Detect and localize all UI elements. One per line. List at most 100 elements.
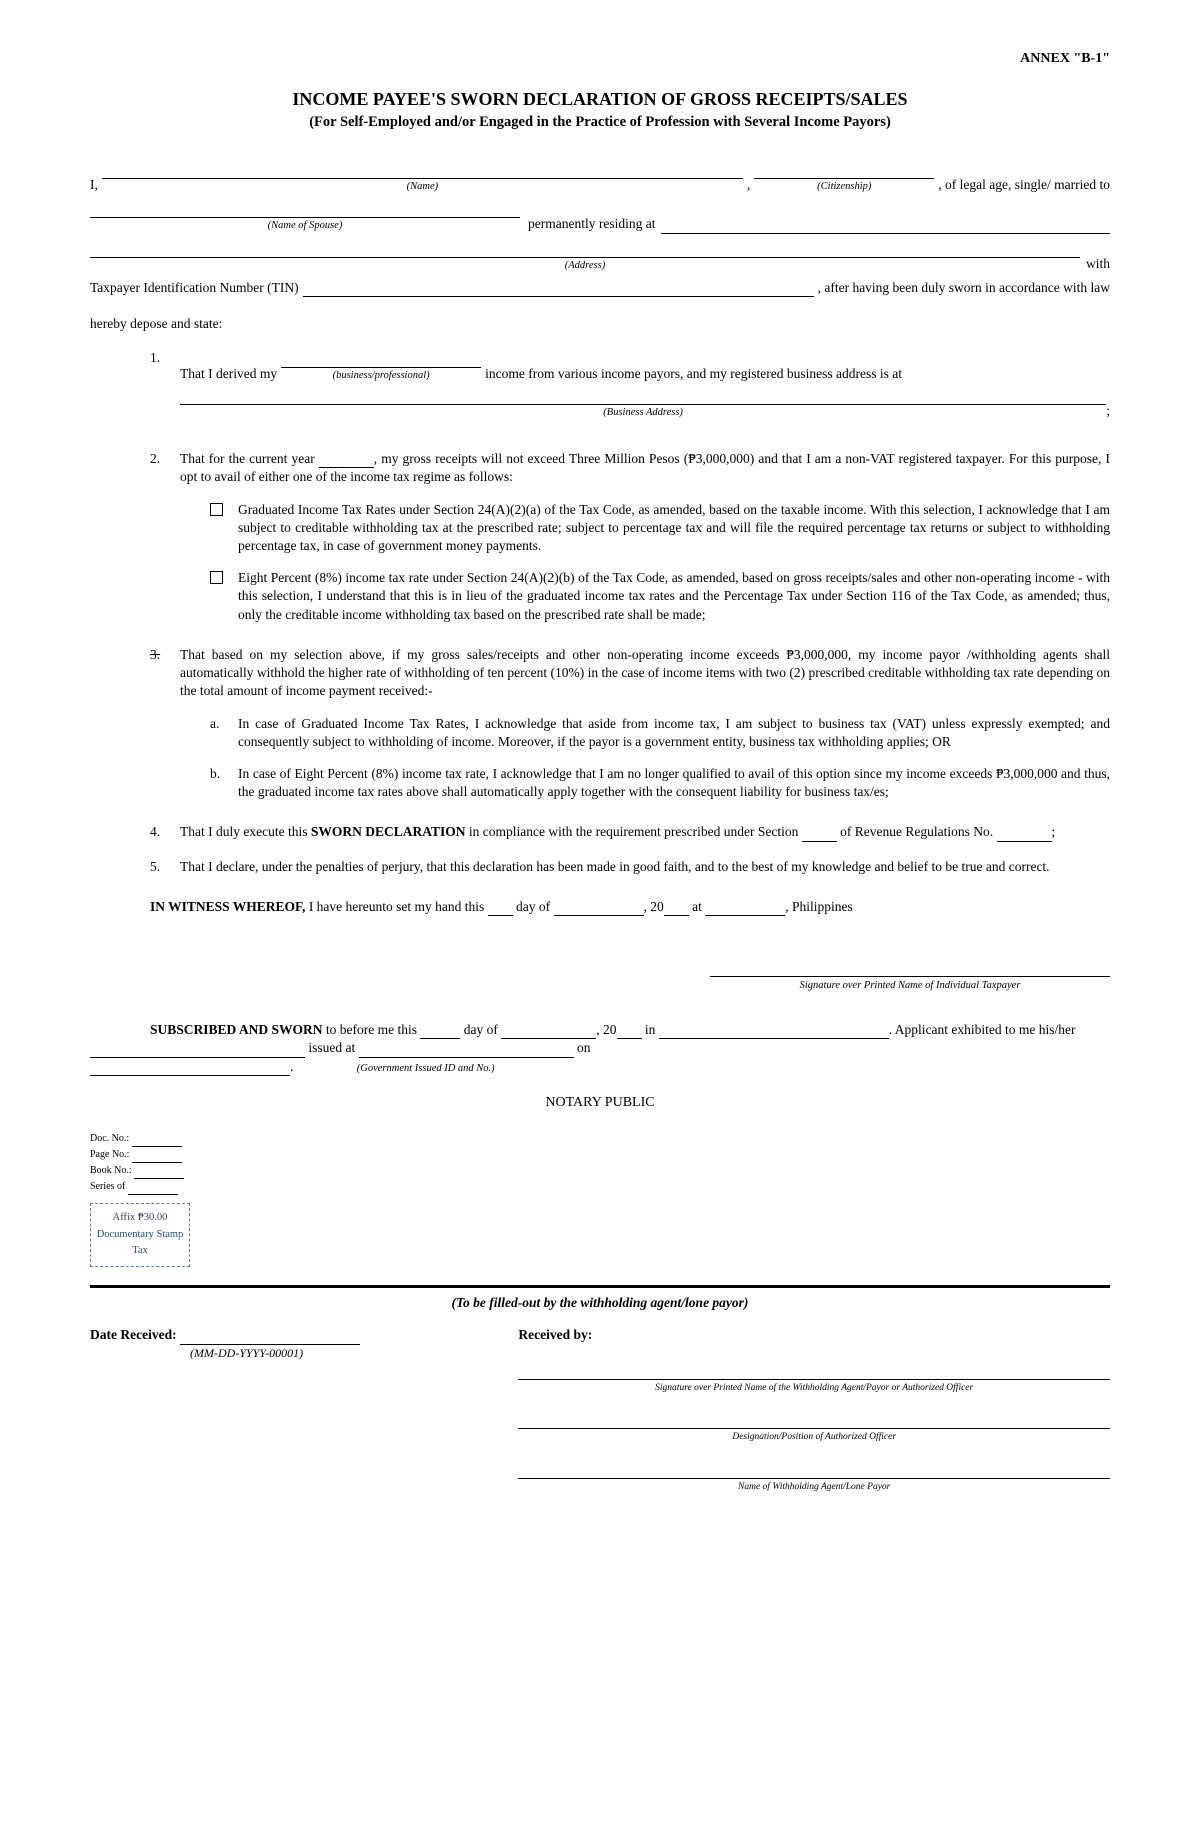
footer-sig-c: Name of Withholding Agent/Lone Payor — [518, 1478, 1110, 1494]
item-3-num: 3. — [150, 646, 180, 808]
item-3a-text: In case of Graduated Income Tax Rates, I… — [238, 715, 1110, 751]
divider — [90, 1285, 1110, 1288]
item-3b-num: b. — [210, 765, 238, 801]
witness-c: , 20 — [644, 899, 664, 914]
name-field-label: (Name) — [102, 180, 743, 194]
intro-hereby: hereby depose and state: — [90, 315, 1110, 333]
date-received-format: (MM-DD-YYYY-00001) — [190, 1345, 518, 1361]
witness-year-field[interactable] — [664, 903, 689, 917]
gov-id-label: (Government Issued ID and No.) — [357, 1062, 557, 1076]
witness-place-field[interactable] — [705, 903, 785, 917]
book-no-label: Book No.: — [90, 1165, 132, 1176]
spouse-field-label: (Name of Spouse) — [90, 219, 520, 233]
item-5-num: 5. — [150, 858, 180, 876]
annex-label: ANNEX "B-1" — [90, 50, 1110, 69]
item-3b: b. In case of Eight Percent (8%) income … — [210, 765, 1110, 801]
sworn-year-field[interactable] — [617, 1026, 642, 1040]
book-no-field[interactable] — [134, 1169, 184, 1179]
item-2: 2. That for the current year , my gross … — [150, 450, 1110, 630]
series-label: Series of — [90, 1181, 125, 1192]
sworn-on: on — [574, 1040, 591, 1055]
item5-text: That I declare, under the penalties of p… — [180, 858, 1110, 876]
subscribed-clause: SUBSCRIBED AND SWORN to before me this d… — [90, 1021, 1110, 1076]
sworn-day-field[interactable] — [420, 1026, 460, 1040]
intro-tin: Taxpayer Identification Number (TIN) — [90, 279, 299, 297]
series-field[interactable] — [128, 1185, 178, 1195]
residing-field[interactable] — [661, 220, 1110, 234]
sworn-period: . — [290, 1059, 293, 1074]
footer-title: (To be filled-out by the withholding age… — [90, 1294, 1110, 1312]
received-by-label: Received by: — [518, 1327, 592, 1342]
sworn-month-field[interactable] — [501, 1026, 596, 1040]
sworn-issued: issued at — [305, 1040, 359, 1055]
item-1-num: 1. — [150, 349, 180, 420]
doc-no-label: Doc. No.: — [90, 1133, 129, 1144]
sworn-a: to before me this — [323, 1022, 421, 1037]
item-4-num: 4. — [150, 823, 180, 841]
witness-b: day of — [513, 899, 554, 914]
taxpayer-signature-label: Signature over Printed Name of Individua… — [710, 976, 1110, 993]
address-field[interactable] — [90, 244, 1080, 258]
footer-sig-b: Designation/Position of Authorized Offic… — [518, 1428, 1110, 1444]
sworn-place-field[interactable] — [659, 1026, 889, 1040]
business-address-field[interactable] — [180, 391, 1106, 405]
notary-public-label: NOTARY PUBLIC — [90, 1094, 1110, 1113]
issued-at-field[interactable] — [359, 1044, 574, 1058]
item4-c: of Revenue Regulations No. — [837, 824, 997, 839]
item-2-num: 2. — [150, 450, 180, 630]
citizenship-field-label: (Citizenship) — [754, 180, 934, 194]
page-no-label: Page No.: — [90, 1149, 129, 1160]
option-graduated: Graduated Income Tax Rates under Section… — [210, 501, 1110, 556]
witness-a: I have hereunto set my hand this — [305, 899, 487, 914]
checkbox-graduated[interactable] — [210, 503, 223, 516]
item4-sworn: SWORN DECLARATION — [311, 824, 466, 839]
witness-label: IN WITNESS WHEREOF, — [150, 899, 305, 914]
checkbox-eight-percent[interactable] — [210, 571, 223, 584]
sworn-c: , 20 — [596, 1022, 616, 1037]
business-address-label: (Business Address) — [180, 406, 1106, 420]
item-4: 4. That I duly execute this SWORN DECLAR… — [150, 823, 1110, 841]
item-3a: a. In case of Graduated Income Tax Rates… — [210, 715, 1110, 751]
current-year-field[interactable] — [319, 455, 374, 469]
address-field-label: (Address) — [90, 259, 1080, 273]
option-eight-percent-text: Eight Percent (8%) income tax rate under… — [238, 569, 1110, 624]
business-professional-field[interactable] — [281, 354, 481, 368]
witness-month-field[interactable] — [554, 903, 644, 917]
date-received-field[interactable] — [180, 1331, 360, 1345]
item4-b: in compliance with the requirement presc… — [466, 824, 802, 839]
section-field[interactable] — [802, 828, 837, 842]
witness-day-field[interactable] — [488, 903, 513, 917]
item-3: 3. That based on my selection above, if … — [150, 646, 1110, 808]
item1-a: That I derived my — [180, 365, 277, 383]
citizenship-field[interactable] — [754, 165, 934, 179]
intro-line-3: (Address) with — [90, 240, 1110, 273]
witness-d: at — [689, 899, 706, 914]
option-graduated-text: Graduated Income Tax Rates under Section… — [238, 501, 1110, 556]
page-no-field[interactable] — [132, 1153, 182, 1163]
documentary-stamp-box: Affix ₱30.00 Documentary Stamp Tax — [90, 1203, 190, 1267]
item-3a-num: a. — [210, 715, 238, 751]
sworn-b: day of — [460, 1022, 501, 1037]
witness-clause: IN WITNESS WHEREOF, I have hereunto set … — [90, 898, 1110, 916]
gov-id-field[interactable] — [90, 1044, 305, 1058]
issued-on-field[interactable] — [90, 1062, 290, 1076]
intro-after: , after having been duly sworn in accord… — [818, 279, 1110, 297]
name-field[interactable] — [102, 165, 743, 179]
item2-a: That for the current year — [180, 451, 319, 466]
subscribed-label: SUBSCRIBED AND SWORN — [150, 1022, 323, 1037]
spouse-field[interactable] — [90, 205, 520, 219]
tin-field[interactable] — [303, 284, 814, 298]
intro-line-1: I, (Name) , (Citizenship) , of legal age… — [90, 161, 1110, 194]
page-subtitle: (For Self-Employed and/or Engaged in the… — [90, 113, 1110, 133]
item-1: 1. That I derived my (business/professio… — [150, 349, 1110, 420]
item-5: 5. That I declare, under the penalties o… — [150, 858, 1110, 876]
date-received-label: Date Received: — [90, 1327, 177, 1342]
doc-no-field[interactable] — [132, 1137, 182, 1147]
bp-label: (business/professional) — [281, 369, 481, 383]
footer-row: Date Received: (MM-DD-YYYY-00001) Receiv… — [90, 1326, 1110, 1494]
rr-no-field[interactable] — [997, 828, 1052, 842]
item-3b-text: In case of Eight Percent (8%) income tax… — [238, 765, 1110, 801]
sworn-declaration-page: ANNEX "B-1" INCOME PAYEE'S SWORN DECLARA… — [0, 0, 1200, 1554]
taxpayer-signature-block: Signature over Printed Name of Individua… — [710, 976, 1110, 993]
item3-lead: That based on my selection above, if my … — [180, 647, 1110, 698]
